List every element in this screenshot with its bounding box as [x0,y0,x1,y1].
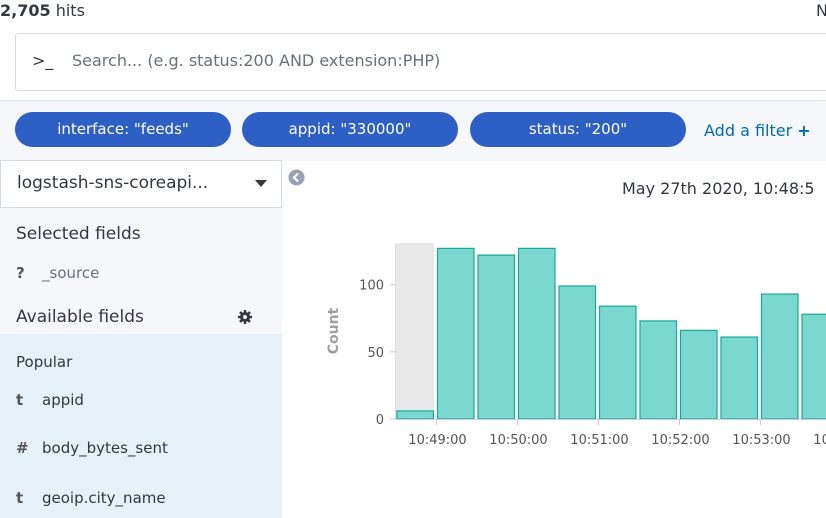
date-range: May 27th 2020, 10:48:5 [622,179,815,198]
field-name: _source [42,264,100,282]
add-filter-text: Add a filter [704,121,793,140]
add-filter[interactable]: Add a filter + [704,121,811,140]
caret [255,180,267,187]
x-tick-label: 10:50:00 [489,433,547,448]
bar [760,293,799,420]
field-type: t [16,391,24,409]
field-row[interactable]: t geoip.city_name [16,489,166,507]
partial-bucket-shade [396,243,434,419]
x-tick-label: 10:49:00 [408,433,466,448]
filter-pill[interactable]: interface: "feeds" [15,112,231,147]
bar [477,254,516,420]
x-tick-label: 10:52:00 [651,433,709,448]
field-type: ? [16,264,25,282]
bar [801,313,826,420]
bar [517,247,556,420]
y-axis-label: Count [326,307,342,354]
filter-pill[interactable]: appid: "330000" [242,112,458,147]
search-prompt: >_ [32,51,54,70]
hits: 2,705 hits [0,1,85,20]
popular-panel [0,334,282,518]
field-row[interactable]: # body_bytes_sent [16,439,168,457]
bar [436,247,475,420]
y-tick-label: 0 [376,413,384,428]
hits-label: hits [55,1,85,20]
field-type: t [16,489,24,507]
collapse-icon[interactable] [288,169,305,186]
bar [598,305,637,420]
field-type: # [16,439,29,457]
bar [558,285,597,420]
hits-count: 2,705 [0,1,51,20]
field-name: body_bytes_sent [42,439,168,457]
section-title: Selected fields [16,224,141,244]
bar [396,410,435,420]
plus-icon: + [797,121,811,140]
x-tick-label: 10:54:00 [813,433,826,448]
new-link[interactable]: N [816,1,826,20]
y-tick-label: 100 [359,279,384,294]
search-box[interactable]: >_ Search... (e.g. status:200 AND extens… [15,33,826,91]
field-row[interactable]: t appid [16,391,84,409]
field-name: appid [42,391,84,409]
index-name: logstash-sns-coreapi... [17,173,209,193]
filter-pill[interactable]: status: "200" [470,112,686,147]
field-row[interactable]: ? _source [16,264,99,282]
field-name: geoip.city_name [42,489,166,507]
bar [679,329,718,420]
section-title: Available fields [16,307,144,327]
y-tick-label: 50 [367,346,384,361]
x-tick-label: 10:51:00 [570,433,628,448]
index-select[interactable]: logstash-sns-coreapi... [0,160,282,208]
search-placeholder: Search... (e.g. status:200 AND extension… [72,51,441,70]
x-tick-label: 10:53:00 [732,433,790,448]
bar [720,336,759,420]
bar [639,320,678,420]
section-title: Popular [16,353,73,371]
gear-icon[interactable] [238,310,252,324]
